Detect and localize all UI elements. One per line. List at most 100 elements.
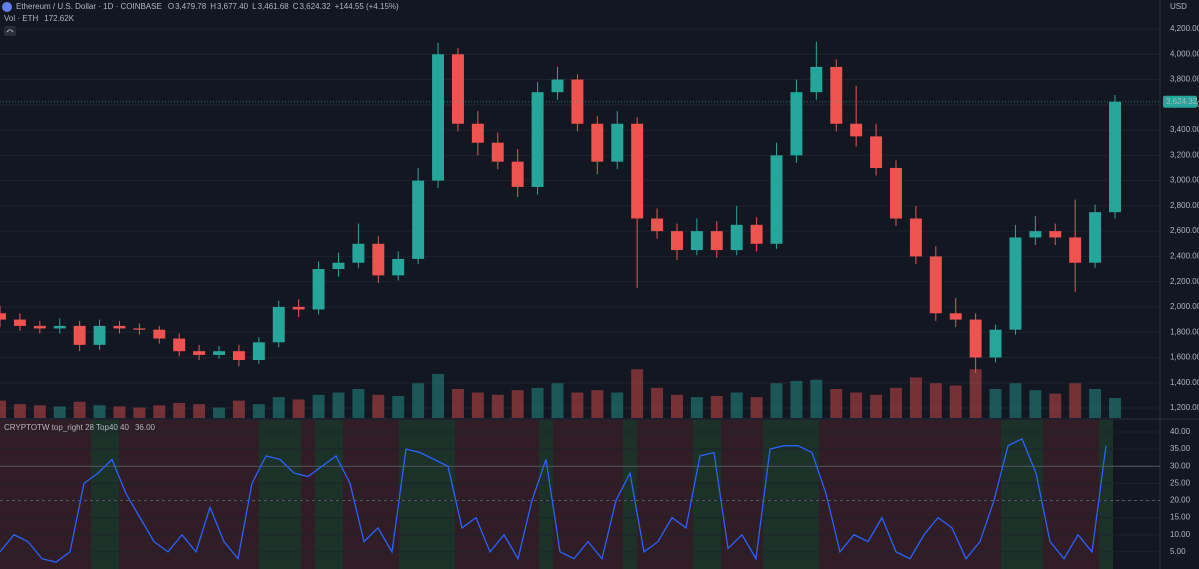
zone-shade: [175, 420, 189, 569]
zone-shade: [903, 420, 917, 569]
candle-body: [1029, 231, 1042, 238]
candle-body: [13, 319, 26, 326]
candle-body: [710, 231, 723, 251]
candle-body: [1069, 237, 1082, 263]
zone-shade: [497, 420, 511, 569]
candle-body: [193, 351, 206, 355]
candle-body: [93, 325, 106, 345]
volume-bar: [1089, 389, 1102, 418]
quote-key: C: [293, 2, 299, 11]
volume-bar: [591, 390, 604, 418]
zone-shade: [315, 420, 329, 569]
last-price-label: 3,624.32: [1166, 97, 1198, 106]
zone-shade: [665, 420, 679, 569]
y-tick-label: 4,200.00: [1170, 24, 1199, 33]
zone-shade: [945, 420, 959, 569]
zone-shade: [1001, 420, 1015, 569]
zone-shade: [693, 420, 707, 569]
quote-key: O: [168, 2, 174, 11]
zone-shade: [1029, 420, 1043, 569]
zone-shade: [427, 420, 441, 569]
y-tick-label: 2,400.00: [1170, 252, 1199, 261]
candle-body: [412, 180, 425, 259]
y-tick-label: 40.00: [1170, 427, 1191, 436]
zone-shade: [707, 420, 721, 569]
volume-bar: [213, 407, 225, 418]
zone-shade: [861, 420, 875, 569]
candle-body: [173, 338, 186, 352]
zone-shade: [63, 420, 77, 569]
y-tick-label: 35.00: [1170, 444, 1191, 453]
zone-shade: [749, 420, 763, 569]
volume-bar: [33, 405, 46, 418]
zone-shade: [511, 420, 525, 569]
candle-body: [252, 342, 265, 361]
volume-bar: [750, 397, 763, 418]
volume-bar: [1009, 383, 1022, 418]
quote-key: L: [252, 2, 257, 11]
zone-shade: [343, 420, 357, 569]
zone-shade: [189, 420, 203, 569]
collapse-button[interactable]: [4, 26, 16, 36]
volume-bar: [1109, 397, 1121, 418]
zone-shade: [805, 420, 819, 569]
y-tick-label: 1,200.00: [1170, 403, 1199, 412]
y-tick-label: 1,400.00: [1170, 378, 1199, 387]
zone-shade: [595, 420, 609, 569]
candle-body: [432, 54, 445, 181]
zone-shade: [399, 420, 413, 569]
zone-shade: [231, 420, 245, 569]
indicator-line: [0, 437, 1107, 563]
volume-bar: [511, 390, 524, 418]
volume-bar: [352, 389, 365, 418]
zone-shade: [91, 420, 105, 569]
quote-value: 3,677.40: [217, 2, 249, 11]
candle-body: [571, 79, 584, 124]
zone-shade: [539, 420, 553, 569]
y-tick-label: 2,200.00: [1170, 277, 1199, 286]
zone-shade: [525, 420, 539, 569]
candle-body: [451, 54, 464, 124]
candle-body: [790, 92, 803, 156]
volume-bar: [611, 392, 624, 418]
zone-shade: [371, 420, 385, 569]
zone-shade: [581, 420, 595, 569]
y-tick-label: 3,200.00: [1170, 150, 1199, 159]
symbol-title[interactable]: Ethereum / U.S. Dollar · 1D · COINBASE: [16, 2, 162, 11]
volume-bar: [471, 392, 484, 418]
candle-body: [631, 123, 644, 219]
volume-bar: [93, 405, 106, 418]
volume-bar: [531, 387, 544, 418]
candle-body: [670, 231, 683, 251]
zone-shade: [413, 420, 427, 569]
volume-bar: [710, 395, 723, 418]
volume-bar: [392, 395, 405, 418]
zone-shade: [161, 420, 175, 569]
candle-body: [73, 325, 86, 345]
quote-value: 3,479.78: [175, 2, 207, 11]
y-tick-label: 3,800.00: [1170, 75, 1199, 84]
candle-body: [153, 329, 166, 339]
volume-bar: [909, 377, 922, 418]
volume-bar: [870, 394, 883, 418]
volume-bar: [491, 394, 504, 418]
symbol-icon[interactable]: [2, 2, 12, 12]
zone-shade: [273, 420, 287, 569]
volume-bar: [690, 397, 703, 418]
volume-bar: [113, 406, 126, 418]
zone-shade: [0, 420, 7, 569]
zone-shade: [1099, 420, 1113, 569]
zone-shade: [651, 420, 665, 569]
zone-shade: [35, 420, 49, 569]
zone-shade: [329, 420, 343, 569]
zone-shade: [203, 420, 217, 569]
volume-title: Vol · ETH: [4, 14, 38, 23]
quote-key: H: [210, 2, 216, 11]
candle-body: [909, 218, 922, 257]
candle-body: [989, 329, 1002, 358]
y-tick-label: 2,000.00: [1170, 302, 1199, 311]
zone-shade: [147, 420, 161, 569]
y-tick-label: 25.00: [1170, 478, 1191, 487]
volume-bar: [0, 400, 6, 418]
volume-bar: [850, 392, 863, 418]
